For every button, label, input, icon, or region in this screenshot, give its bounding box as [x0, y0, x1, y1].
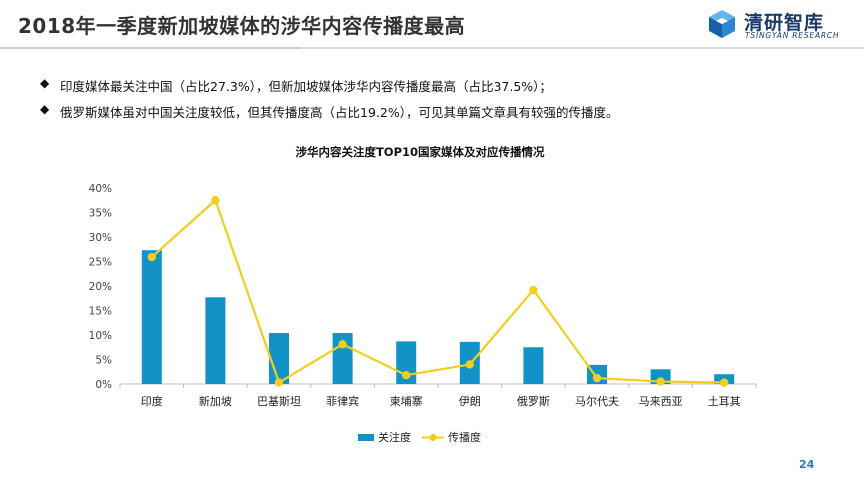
line-point	[656, 377, 665, 386]
line-point	[211, 196, 220, 205]
y-tick-label: 40%	[89, 183, 112, 195]
legend-label: 关注度	[378, 430, 411, 444]
line-point	[465, 360, 474, 369]
logo-subtitle: TSINGYAN RESEARCH	[745, 31, 840, 40]
legend-line-marker	[429, 434, 437, 441]
x-tick-label: 土耳其	[708, 395, 741, 408]
line-point	[592, 373, 602, 383]
y-tick-label: 0%	[95, 379, 112, 391]
line-point	[402, 370, 411, 380]
line-point	[274, 378, 284, 387]
line-series-path	[151, 199, 725, 384]
page-title: 2018年一季度新加坡媒体的涉华内容传播度最高	[18, 14, 466, 38]
bullet-text: 俄罗斯媒体虽对中国关注度较低，但其传播度高（占比19.2%），可见其单篇文章具有…	[60, 105, 619, 120]
bar	[269, 333, 289, 384]
line-point	[147, 252, 156, 262]
bar	[141, 250, 162, 384]
x-tick-label: 马来西亚	[639, 395, 683, 408]
cube-logo-icon	[709, 10, 735, 38]
bullet-text: 印度媒体最关注中国（占比27.3%），但新加坡媒体涉华内容传播度最高（占比37.…	[60, 79, 552, 94]
combo-chart: 涉华内容关注度TOP10国家媒体及对应传播情况 0% 5% 10% 15% 20% 25% 3…	[89, 145, 757, 444]
bullet-item: ◆ 俄罗斯媒体虽对中国关注度较低，但其传播度高（占比19.2%），可见其单篇文章…	[40, 102, 840, 124]
legend-bar-swatch	[358, 434, 374, 441]
x-tick-label: 菲律宾	[326, 394, 359, 408]
legend-label: 传播度	[448, 430, 481, 444]
bullet-item: ◆ 印度媒体最关注中国（占比27.3%），但新加坡媒体涉华内容传播度最高（占比3…	[40, 76, 840, 98]
line-point	[720, 378, 729, 387]
line-point	[338, 340, 347, 349]
bar	[523, 347, 544, 384]
bullet-list: ◆ 印度媒体最关注中国（占比27.3%），但新加坡媒体涉华内容传播度最高（占比3…	[40, 76, 840, 128]
x-tick-label: 伊朗	[459, 395, 481, 408]
x-tick-label: 柬埔寨	[390, 394, 423, 408]
y-tick-label: 5%	[95, 355, 112, 367]
x-tick-label: 马尔代夫	[575, 395, 619, 408]
header-divider	[0, 47, 864, 49]
page-number: 24	[799, 458, 815, 471]
y-tick-label: 15%	[89, 306, 112, 318]
x-tick-label: 巴基斯坦	[257, 394, 301, 408]
x-tick-label: 印度	[141, 394, 163, 408]
y-tick-label: 25%	[89, 257, 112, 269]
header-divider-accent	[0, 47, 300, 49]
y-tick-label: 20%	[89, 281, 112, 293]
bar	[205, 297, 226, 384]
diamond-bullet-icon: ◆	[40, 102, 50, 116]
slide-header: 2018年一季度新加坡媒体的涉华内容传播度最高 清研智库 TSINGYAN RE…	[0, 0, 864, 50]
chart-title: 涉华内容关注度TOP10国家媒体及对应传播情况	[295, 145, 545, 159]
logo-name: 清研智库	[744, 12, 825, 34]
y-tick-label: 30%	[89, 232, 112, 244]
diamond-bullet-icon: ◆	[40, 76, 50, 90]
y-tick-label: 10%	[89, 330, 112, 342]
x-tick-label: 新加坡	[199, 394, 232, 408]
x-tick-label: 俄罗斯	[517, 395, 550, 408]
y-tick-label: 35%	[89, 208, 112, 220]
line-point	[529, 285, 538, 295]
logo: 清研智库 TSINGYAN RESEARCH	[706, 6, 856, 42]
